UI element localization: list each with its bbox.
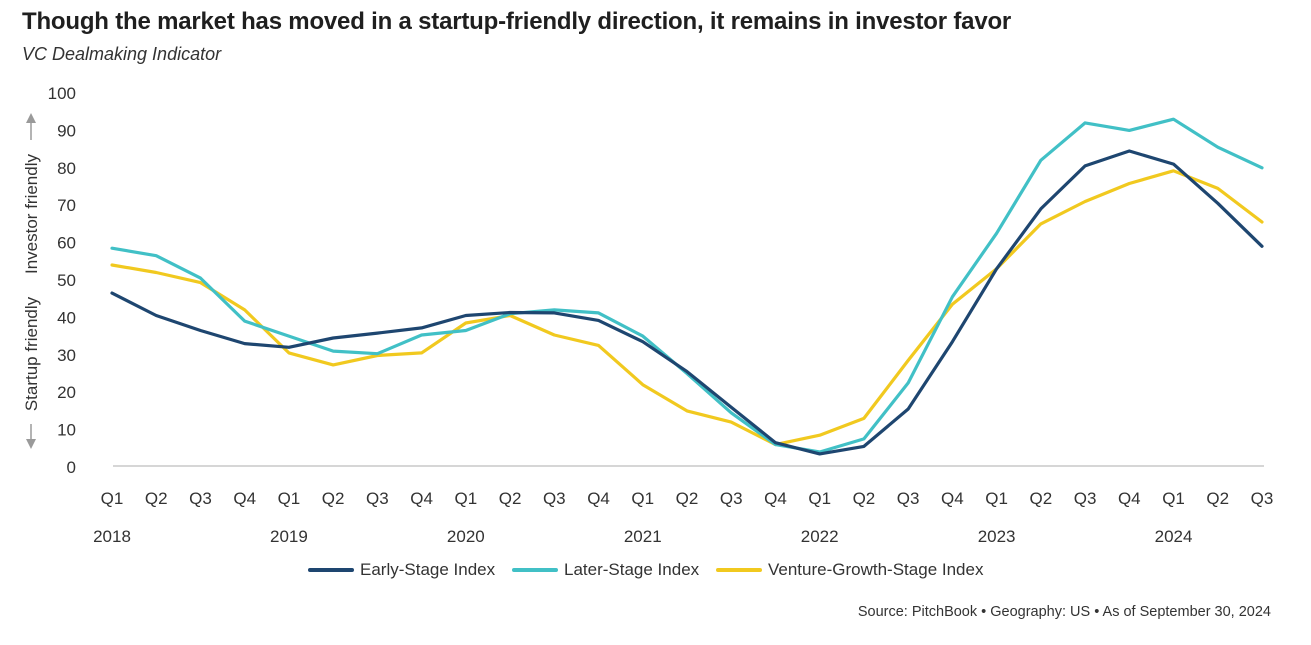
x-tick-label: Q1 [631,489,654,508]
x-tick-label: Q3 [543,489,566,508]
x-tick-label: Q3 [366,489,389,508]
x-tick-label: Q3 [189,489,212,508]
x-tick-label: Q2 [322,489,345,508]
legend-item-growth: Venture-Growth-Stage Index [716,560,983,580]
investor-friendly-label: Investor friendly [22,154,41,274]
x-tick-label: Q1 [985,489,1008,508]
line-chart: Investor friendly Startup friendly 0 10 20… [22,84,1274,546]
x-tick-label: Q2 [499,489,522,508]
x-tick-label: Q3 [1074,489,1097,508]
x-tick-label: Q2 [853,489,876,508]
y-tick-label: 20 [57,383,76,402]
series-line-growth [110,169,1264,447]
x-tick-label: Q3 [720,489,743,508]
series-line-early [110,149,1264,456]
year-label: 2019 [270,527,308,546]
chart-title: Though the market has moved in a startup… [22,8,1012,35]
legend-label-growth: Venture-Growth-Stage Index [768,560,984,579]
legend: Early-Stage Index Later-Stage Index Vent… [0,560,1311,588]
x-tick-label: Q2 [1030,489,1053,508]
x-tick-label: Q3 [897,489,920,508]
y-tick-label: 40 [57,308,76,327]
x-tick-label: Q1 [1162,489,1185,508]
x-axis-years: 2018 2019 2020 2021 2022 2023 2024 [93,527,1192,546]
series-line-later [110,117,1264,454]
x-tick-label: Q4 [1118,489,1141,508]
x-tick-label: Q4 [587,489,610,508]
x-tick-label: Q2 [1206,489,1229,508]
legend-swatch-growth [716,568,762,572]
y-axis-ticks: 0 10 20 30 40 50 60 70 80 90 100 [48,84,76,477]
x-tick-label: Q4 [764,489,787,508]
y-tick-label: 100 [48,84,76,103]
x-tick-label: Q4 [941,489,964,508]
year-label: 2020 [447,527,485,546]
x-tick-label: Q1 [278,489,301,508]
down-arrow-icon [26,439,36,449]
legend-item-later: Later-Stage Index [512,560,699,580]
y-axis-annotation: Investor friendly Startup friendly [22,113,41,449]
x-tick-label: Q1 [808,489,831,508]
chart-subtitle: VC Dealmaking Indicator [22,44,222,64]
series-layer [110,117,1264,456]
year-label: 2018 [93,527,131,546]
y-tick-label: 70 [57,196,76,215]
x-tick-label: Q3 [1251,489,1274,508]
y-tick-label: 60 [57,234,76,253]
year-label: 2023 [978,527,1016,546]
legend-swatch-early [308,568,354,572]
x-tick-label: Q4 [233,489,256,508]
startup-friendly-label: Startup friendly [22,296,41,411]
source-note: Source: PitchBook • Geography: US • As o… [857,604,1271,620]
x-tick-label: Q1 [455,489,478,508]
year-label: 2022 [801,527,839,546]
legend-swatch-later [512,568,558,572]
up-arrow-icon [26,113,36,123]
y-tick-label: 10 [57,421,76,440]
x-tick-label: Q4 [410,489,433,508]
legend-label-later: Later-Stage Index [564,560,700,579]
legend-item-early: Early-Stage Index [308,560,495,580]
x-axis-ticks: Q1 Q2 Q3 Q4 Q1 Q2 Q3 Q4 Q1 Q2 Q3 Q4 Q1 Q2 Q3 Q4 Q1 Q2 Q3 Q4… [101,489,1274,508]
x-tick-label: Q2 [145,489,168,508]
y-tick-label: 80 [57,159,76,178]
y-tick-label: 50 [57,271,76,290]
year-label: 2024 [1155,527,1193,546]
y-tick-label: 30 [57,346,76,365]
year-label: 2021 [624,527,662,546]
legend-label-early: Early-Stage Index [360,560,496,579]
y-tick-label: 0 [67,458,76,477]
y-tick-label: 90 [57,121,76,140]
x-tick-label: Q2 [676,489,699,508]
x-tick-label: Q1 [101,489,124,508]
